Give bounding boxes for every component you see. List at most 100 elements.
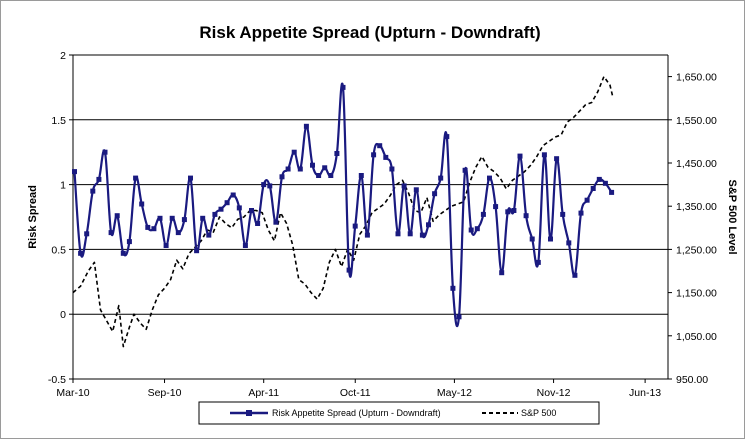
data-point-risk-spread — [291, 149, 297, 155]
y2-axis-title: S&P 500 Level — [726, 179, 738, 254]
data-point-risk-spread — [413, 187, 419, 193]
x-tick-label: Nov-12 — [537, 387, 571, 399]
data-point-risk-spread — [480, 211, 486, 217]
y-tick-label: 0 — [60, 309, 66, 321]
y2-tick-label: 1,650.00 — [676, 72, 717, 84]
y2-tick-label: 1,250.00 — [676, 244, 717, 256]
data-point-risk-spread — [322, 165, 328, 171]
y2-tick-label: 1,350.00 — [676, 201, 717, 213]
data-point-risk-spread — [340, 84, 346, 90]
data-point-risk-spread — [474, 226, 480, 232]
data-point-risk-spread — [432, 191, 438, 197]
data-point-risk-spread — [438, 175, 444, 181]
data-point-risk-spread — [261, 182, 267, 188]
data-point-risk-spread — [120, 250, 126, 256]
data-point-risk-spread — [194, 248, 200, 254]
data-point-risk-spread — [554, 156, 560, 162]
data-point-risk-spread — [279, 174, 285, 180]
data-point-risk-spread — [383, 154, 389, 160]
data-point-risk-spread — [316, 173, 322, 178]
data-point-risk-spread — [249, 208, 254, 213]
data-point-risk-spread — [358, 173, 364, 178]
y2-tick-label: 1,050.00 — [676, 331, 717, 343]
x-tick-label: Apr-11 — [248, 387, 279, 399]
data-point-risk-spread — [419, 232, 425, 238]
data-point-risk-spread — [505, 209, 511, 215]
data-point-risk-spread — [224, 200, 230, 206]
data-point-risk-spread — [523, 213, 529, 219]
legend: Risk Appetite Spread (Upturn - Downdraft… — [198, 401, 600, 425]
data-point-risk-spread — [157, 215, 163, 221]
data-point-risk-spread — [72, 169, 77, 175]
data-point-risk-spread — [139, 201, 145, 207]
data-point-risk-spread — [609, 189, 615, 195]
y2-tick-label: 1,450.00 — [676, 158, 717, 170]
data-point-risk-spread — [267, 183, 273, 189]
data-point-risk-spread — [206, 232, 212, 238]
y2-tick-label: 1,150.00 — [676, 288, 717, 300]
data-point-risk-spread — [511, 208, 517, 213]
x-tick-label: Mar-10 — [56, 387, 89, 399]
data-point-risk-spread — [602, 180, 608, 186]
data-point-risk-spread — [242, 243, 248, 248]
data-point-risk-spread — [596, 176, 602, 182]
data-point-risk-spread — [145, 224, 151, 230]
data-point-risk-spread — [566, 240, 572, 246]
data-point-risk-spread — [310, 162, 315, 168]
data-point-risk-spread — [468, 227, 474, 233]
data-point-risk-spread — [230, 192, 236, 198]
data-point-risk-spread — [297, 166, 303, 172]
legend-label-sp500: S&P 500 — [521, 408, 556, 418]
data-point-risk-spread — [236, 205, 242, 211]
data-point-risk-spread — [126, 239, 132, 245]
data-point-risk-spread — [90, 188, 96, 194]
data-point-risk-spread — [273, 219, 279, 225]
chart-title: Risk Appetite Spread (Upturn - Downdraft… — [199, 23, 540, 42]
x-tick-label: Jun-13 — [629, 387, 661, 399]
x-tick-label: Sep-10 — [148, 387, 182, 399]
data-point-risk-spread — [560, 211, 566, 217]
data-point-risk-spread — [584, 197, 590, 203]
y-tick-label: 1.5 — [51, 115, 66, 127]
y-tick-label: -0.5 — [48, 374, 66, 386]
x-tick-label: May-12 — [437, 387, 472, 399]
data-point-risk-spread — [133, 175, 139, 181]
data-point-risk-spread — [407, 231, 413, 237]
data-point-risk-spread — [212, 211, 218, 217]
data-point-risk-spread — [108, 230, 114, 236]
data-point-risk-spread — [175, 230, 181, 236]
y-tick-label: 1 — [60, 180, 66, 192]
data-point-risk-spread — [169, 215, 175, 221]
data-point-risk-spread — [218, 206, 224, 212]
y-tick-label: 2 — [60, 50, 66, 62]
data-point-risk-spread — [303, 123, 309, 129]
data-point-risk-spread — [462, 167, 468, 173]
data-point-risk-spread — [371, 152, 377, 158]
y-axis-title: Risk Spread — [27, 185, 39, 249]
data-point-risk-spread — [401, 183, 407, 189]
y-tick-label: 0.5 — [51, 244, 66, 256]
data-point-risk-spread — [181, 217, 187, 223]
data-point-risk-spread — [78, 250, 84, 256]
data-point-risk-spread — [328, 173, 334, 178]
data-point-risk-spread — [377, 143, 383, 149]
data-point-risk-spread — [364, 232, 370, 238]
data-point-risk-spread — [590, 186, 596, 191]
data-point-risk-spread — [541, 152, 547, 158]
data-point-risk-spread — [517, 153, 523, 159]
data-point-risk-spread — [96, 176, 102, 182]
data-point-risk-spread — [334, 151, 340, 156]
data-point-risk-spread — [487, 175, 492, 181]
data-point-risk-spread — [548, 236, 553, 242]
series — [72, 75, 615, 348]
data-point-risk-spread — [285, 166, 291, 172]
data-point-risk-spread — [114, 213, 120, 219]
legend-label-spread: Risk Appetite Spread (Upturn - Downdraft… — [272, 408, 441, 418]
data-point-risk-spread — [352, 223, 358, 229]
data-point-risk-spread — [151, 226, 157, 232]
data-point-risk-spread — [200, 215, 206, 221]
data-point-risk-spread — [188, 175, 193, 181]
legend-marker-spread — [246, 410, 252, 416]
